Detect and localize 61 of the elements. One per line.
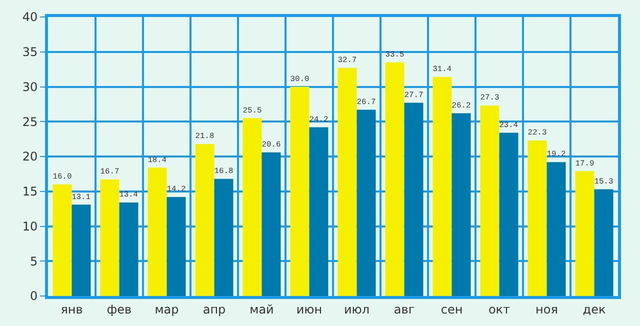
y-tick-label: 5 xyxy=(30,254,38,268)
y-tick-label: 0 xyxy=(30,289,38,304)
bar xyxy=(499,132,518,296)
y-tick-label: 25 xyxy=(22,114,38,129)
data-label: 17.9 xyxy=(575,159,594,168)
data-label: 33.5 xyxy=(385,50,404,60)
bar xyxy=(594,189,614,296)
bar xyxy=(432,76,452,296)
bar xyxy=(100,180,120,296)
x-tick-label: фев xyxy=(106,302,132,316)
bar xyxy=(290,86,310,296)
x-tick-label: май xyxy=(250,302,274,316)
data-label: 21.8 xyxy=(195,132,214,142)
data-label: 16.7 xyxy=(100,168,120,177)
bar xyxy=(166,196,186,296)
bar xyxy=(214,178,234,296)
data-label: 16.8 xyxy=(214,166,234,176)
x-tick-label: янв xyxy=(60,302,83,316)
bar xyxy=(404,102,424,296)
bar xyxy=(52,184,72,296)
y-tick-label: 10 xyxy=(22,219,38,234)
bar xyxy=(242,118,262,296)
data-label: 22.3 xyxy=(528,128,547,138)
data-label: 27.3 xyxy=(480,94,500,103)
bar xyxy=(480,106,500,296)
x-tick-label: июл xyxy=(344,302,370,316)
x-tick-label: июн xyxy=(296,302,322,316)
data-label: 27.7 xyxy=(404,90,424,100)
bar xyxy=(309,127,328,296)
x-tick-label: сен xyxy=(440,302,463,316)
x-tick-label: окт xyxy=(488,302,510,316)
x-tick-label: авг xyxy=(394,302,415,316)
y-tick-label: 20 xyxy=(22,150,38,164)
x-tick-label: ноя xyxy=(536,302,558,316)
y-tick-label: 15 xyxy=(22,184,38,199)
data-label: 20.6 xyxy=(262,140,281,150)
data-label: 26.2 xyxy=(452,101,471,110)
bar xyxy=(119,202,138,296)
data-label: 32.7 xyxy=(338,56,357,66)
bar xyxy=(528,140,547,296)
bar xyxy=(356,110,376,296)
x-tick-label: апр xyxy=(202,302,226,316)
data-label: 25.5 xyxy=(242,106,262,116)
bar xyxy=(546,162,566,296)
data-label: 16.0 xyxy=(52,172,72,182)
bar xyxy=(385,62,404,296)
bar xyxy=(338,68,357,296)
y-tick-label: 35 xyxy=(22,45,38,60)
x-tick-label: дек xyxy=(582,302,606,316)
data-label: 26.7 xyxy=(356,98,376,107)
bar xyxy=(148,168,167,296)
data-label: 30.0 xyxy=(290,74,310,84)
bar xyxy=(575,171,594,296)
y-tick-label: 40 xyxy=(22,10,38,24)
bar xyxy=(262,152,281,296)
bar xyxy=(452,113,471,296)
y-tick-label: 30 xyxy=(22,80,38,94)
x-tick-label: мар xyxy=(154,302,179,316)
data-label: 15.3 xyxy=(594,177,614,186)
bar xyxy=(72,204,91,296)
bar xyxy=(195,144,214,296)
